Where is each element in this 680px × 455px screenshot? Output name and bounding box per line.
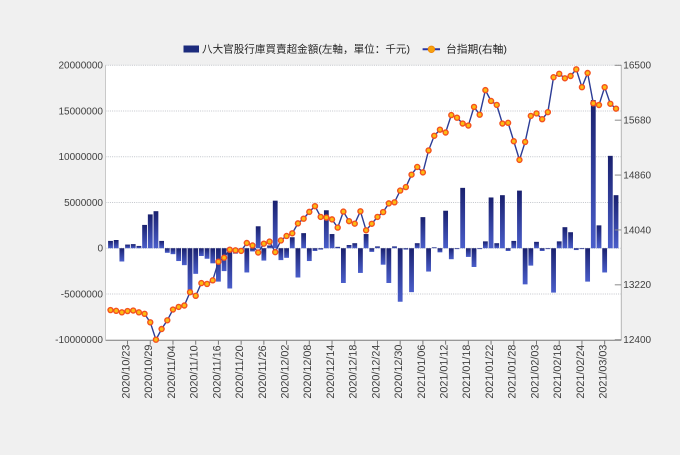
svg-text:2021/01/18: 2021/01/18: [461, 345, 473, 399]
svg-text:-10000000: -10000000: [55, 335, 103, 346]
svg-text:2020/11/10: 2020/11/10: [189, 345, 201, 398]
svg-text:13220: 13220: [623, 280, 651, 291]
svg-text:12400: 12400: [623, 335, 651, 346]
svg-text:0: 0: [97, 244, 103, 255]
svg-text:2020/11/26: 2020/11/26: [257, 345, 269, 398]
svg-text:20000000: 20000000: [59, 61, 104, 72]
svg-text:2020/11/04: 2020/11/04: [166, 345, 178, 398]
svg-text:2020/11/16: 2020/11/16: [211, 345, 223, 398]
svg-text:16500: 16500: [623, 61, 651, 72]
svg-text:2020/10/23: 2020/10/23: [120, 345, 132, 399]
svg-text:2020/12/24: 2020/12/24: [370, 345, 382, 399]
svg-text:5000000: 5000000: [64, 198, 103, 209]
svg-text:2021/01/28: 2021/01/28: [507, 345, 519, 399]
svg-text:2021/02/18: 2021/02/18: [552, 345, 564, 399]
svg-text:2021/01/22: 2021/01/22: [484, 345, 496, 399]
svg-text:14860: 14860: [623, 170, 651, 181]
svg-text:15680: 15680: [623, 116, 651, 127]
svg-text:2021/03/03: 2021/03/03: [598, 345, 610, 399]
svg-text:2020/12/02: 2020/12/02: [279, 345, 291, 399]
svg-text:2020/12/08: 2020/12/08: [302, 345, 314, 399]
svg-text:14040: 14040: [623, 225, 651, 236]
svg-text:2021/01/06: 2021/01/06: [416, 345, 428, 399]
svg-text:2021/01/12: 2021/01/12: [439, 345, 451, 399]
svg-text:-5000000: -5000000: [61, 289, 104, 300]
svg-text:2020/11/20: 2020/11/20: [234, 345, 246, 398]
svg-text:15000000: 15000000: [59, 106, 104, 117]
svg-text:2020/12/30: 2020/12/30: [393, 345, 405, 399]
svg-text:八大官股行庫買賣超金額(左軸，單位：千元): 八大官股行庫買賣超金額(左軸，單位：千元): [202, 43, 410, 56]
svg-text:2020/12/18: 2020/12/18: [348, 345, 360, 399]
svg-text:10000000: 10000000: [59, 152, 104, 163]
svg-text:2020/12/14: 2020/12/14: [325, 345, 337, 399]
svg-text:台指期(右軸): 台指期(右軸): [446, 43, 507, 56]
svg-text:2020/10/29: 2020/10/29: [143, 345, 155, 399]
svg-text:2021/02/03: 2021/02/03: [529, 345, 541, 399]
svg-text:2021/02/24: 2021/02/24: [575, 345, 587, 399]
